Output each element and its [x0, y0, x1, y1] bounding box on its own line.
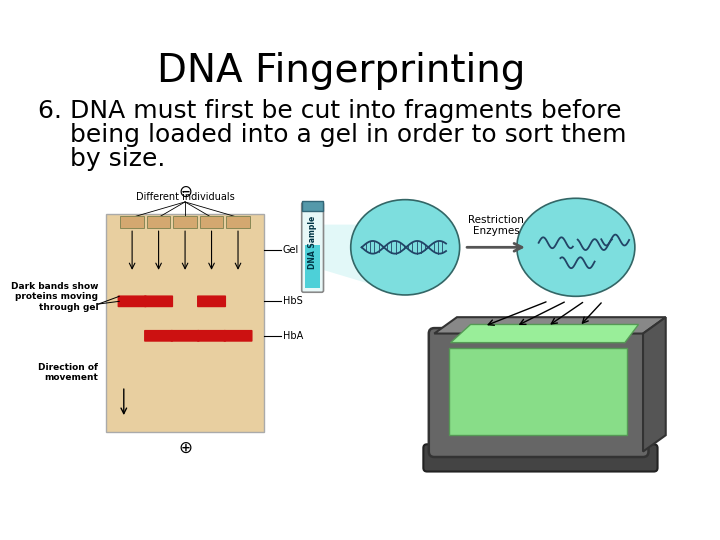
Text: HbA: HbA	[283, 331, 303, 341]
FancyBboxPatch shape	[117, 295, 147, 307]
FancyBboxPatch shape	[197, 330, 226, 342]
Polygon shape	[451, 325, 639, 342]
Ellipse shape	[351, 200, 459, 295]
FancyBboxPatch shape	[171, 330, 199, 342]
Text: DNA Fingerprinting: DNA Fingerprinting	[158, 52, 526, 90]
FancyBboxPatch shape	[144, 295, 173, 307]
Polygon shape	[434, 317, 666, 334]
FancyBboxPatch shape	[197, 295, 226, 307]
Text: Dark bands show
proteins moving
through gel: Dark bands show proteins moving through …	[11, 282, 99, 312]
Text: ⊕: ⊕	[178, 439, 192, 457]
FancyBboxPatch shape	[302, 202, 323, 292]
Polygon shape	[323, 225, 369, 284]
Text: DNA Sample: DNA Sample	[308, 216, 317, 269]
Text: ⊖: ⊖	[178, 183, 192, 201]
FancyBboxPatch shape	[120, 215, 144, 228]
Text: Gel: Gel	[283, 245, 299, 255]
FancyBboxPatch shape	[226, 215, 250, 228]
FancyBboxPatch shape	[302, 200, 323, 212]
FancyBboxPatch shape	[144, 330, 173, 342]
Text: Restriction
Enzymes: Restriction Enzymes	[468, 215, 524, 237]
Text: being loaded into a gel in order to sort them: being loaded into a gel in order to sort…	[37, 123, 626, 147]
FancyBboxPatch shape	[305, 245, 320, 288]
FancyBboxPatch shape	[223, 330, 253, 342]
Ellipse shape	[517, 198, 635, 296]
FancyBboxPatch shape	[449, 348, 626, 435]
Text: HbS: HbS	[283, 296, 302, 306]
Text: by size.: by size.	[37, 146, 165, 171]
Text: 6. DNA must first be cut into fragments before: 6. DNA must first be cut into fragments …	[37, 99, 621, 123]
Text: Direction of
movement: Direction of movement	[38, 363, 99, 382]
Text: Different individuals: Different individuals	[135, 192, 235, 202]
FancyBboxPatch shape	[429, 328, 649, 457]
FancyBboxPatch shape	[174, 215, 197, 228]
Polygon shape	[643, 317, 666, 451]
FancyBboxPatch shape	[147, 215, 171, 228]
FancyBboxPatch shape	[199, 215, 223, 228]
FancyBboxPatch shape	[423, 444, 657, 471]
FancyBboxPatch shape	[106, 214, 264, 431]
